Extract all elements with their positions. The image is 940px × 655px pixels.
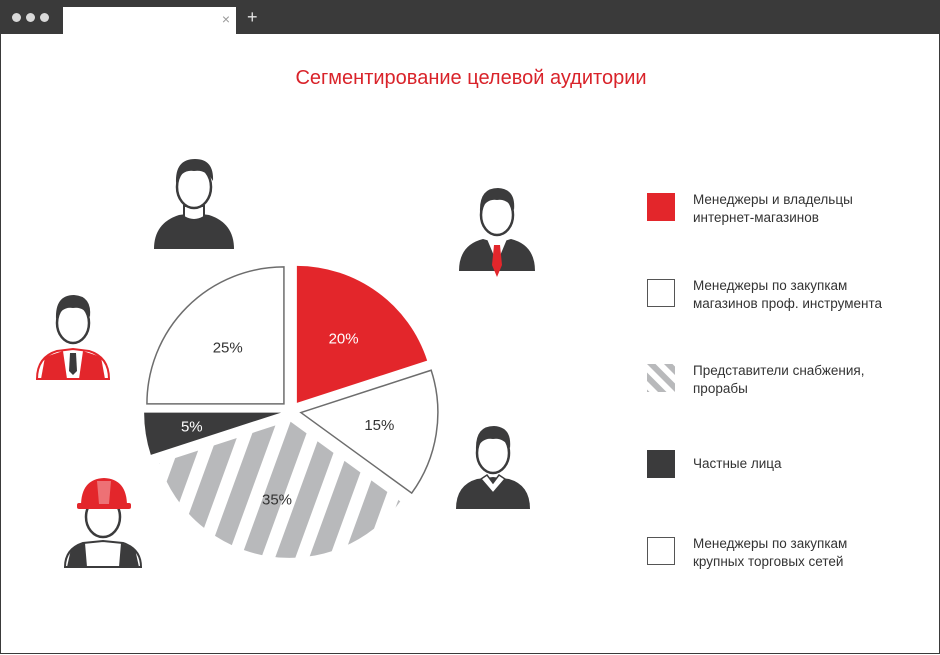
legend-label: Частные лица <box>693 456 782 471</box>
legend-label: Представители снабжения, прорабы <box>693 363 865 396</box>
pie-slice <box>159 420 401 558</box>
tab-close-icon[interactable]: × <box>221 11 230 27</box>
pie-slice <box>144 412 282 455</box>
slice-value-label: 20% <box>329 331 359 348</box>
person-suit-red-tie-icon <box>459 188 535 277</box>
legend-swatch-red <box>647 193 675 221</box>
person-black-shirt-icon <box>154 159 234 249</box>
legend-swatch-stripes <box>647 364 675 392</box>
legend-item: Менеджеры по закупкам крупных торговых с… <box>647 536 927 597</box>
browser-toolbar: × + <box>1 1 940 34</box>
legend-label: Менеджеры по закупкам магазинов проф. ин… <box>693 278 882 311</box>
legend-swatch-dark <box>647 450 675 478</box>
legend-swatch-outline <box>647 537 675 565</box>
slice-value-label: 35% <box>262 491 292 508</box>
legend-item: Представители снабжения, прорабы <box>647 363 927 424</box>
page-title: Сегментирование целевой аудитории <box>295 67 647 89</box>
legend-item: Менеджеры и владельцы интернет-магазинов <box>647 192 927 253</box>
legend-item: Менеджеры по закупкам магазинов проф. ин… <box>647 278 927 339</box>
pie-slice <box>146 266 285 405</box>
legend-label: Менеджеры и владельцы интернет-магазинов <box>693 192 853 225</box>
pie-slice <box>299 369 439 495</box>
person-sweater-collar-icon <box>456 426 530 509</box>
browser-tab[interactable]: × <box>63 7 236 34</box>
person-red-vest-icon <box>35 295 111 380</box>
window-control-dot[interactable] <box>12 13 21 22</box>
window-control-dot[interactable] <box>40 13 49 22</box>
slice-value-label: 25% <box>213 340 243 357</box>
worker-red-hard-hat-icon <box>63 478 143 568</box>
slice-value-label: 5% <box>181 419 203 436</box>
legend-swatch-outline <box>647 279 675 307</box>
legend-label: Менеджеры по закупкам крупных торговых с… <box>693 536 848 569</box>
legend-item: Частные лица <box>647 450 927 510</box>
new-tab-icon[interactable]: + <box>247 7 258 27</box>
window-control-dot[interactable] <box>26 13 35 22</box>
slice-value-label: 15% <box>364 417 394 434</box>
pie-slice <box>296 265 428 403</box>
